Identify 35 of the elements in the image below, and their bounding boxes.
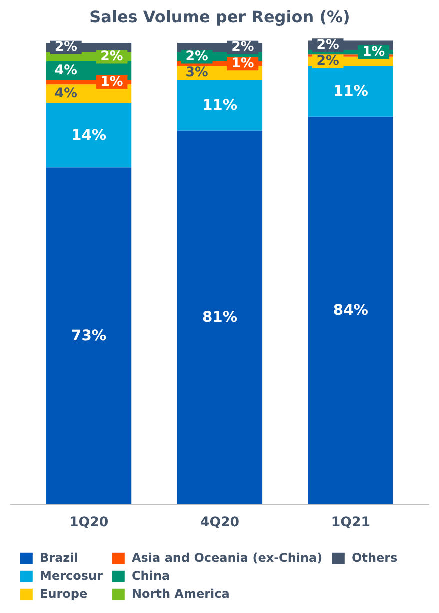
data-label: 1%: [100, 74, 124, 90]
data-label: 73%: [72, 328, 107, 345]
data-label: 2%: [316, 38, 340, 53]
data-label: 11%: [333, 83, 369, 100]
bar: [177, 80, 263, 131]
legend-label: Asia and Oceania (ex-China): [132, 551, 323, 565]
legend-label: China: [132, 569, 170, 583]
legend-label: Mercosur: [40, 569, 103, 583]
data-label: 11%: [202, 96, 238, 114]
data-label: 4%: [54, 86, 78, 102]
bar: [308, 116, 394, 504]
bar: [177, 130, 263, 504]
data-label: 84%: [333, 302, 369, 320]
chart-title: Sales Volume per Region (%): [90, 8, 350, 26]
data-label: 81%: [202, 309, 238, 326]
x-tick-label: 1Q21: [331, 516, 371, 530]
legend-label: North America: [132, 587, 230, 601]
bar: [308, 66, 394, 117]
data-label: 2%: [232, 40, 254, 56]
data-label: 14%: [72, 126, 107, 144]
bar: [46, 103, 132, 168]
legend-label: Brazil: [40, 551, 78, 565]
data-label: 1%: [362, 44, 386, 60]
legend-label: Others: [352, 551, 398, 565]
x-tick-label: 4Q20: [200, 516, 240, 530]
data-label: 4%: [54, 63, 78, 78]
data-label: 2%: [54, 40, 78, 56]
bar: [46, 168, 132, 504]
legend-label: Europe: [40, 587, 88, 601]
data-label: 1%: [232, 56, 254, 72]
data-label: 2%: [316, 54, 340, 70]
x-tick-label: 1Q20: [69, 516, 109, 530]
data-label: 2%: [186, 49, 208, 64]
data-label: 2%: [100, 49, 124, 64]
data-label: 3%: [186, 66, 208, 81]
